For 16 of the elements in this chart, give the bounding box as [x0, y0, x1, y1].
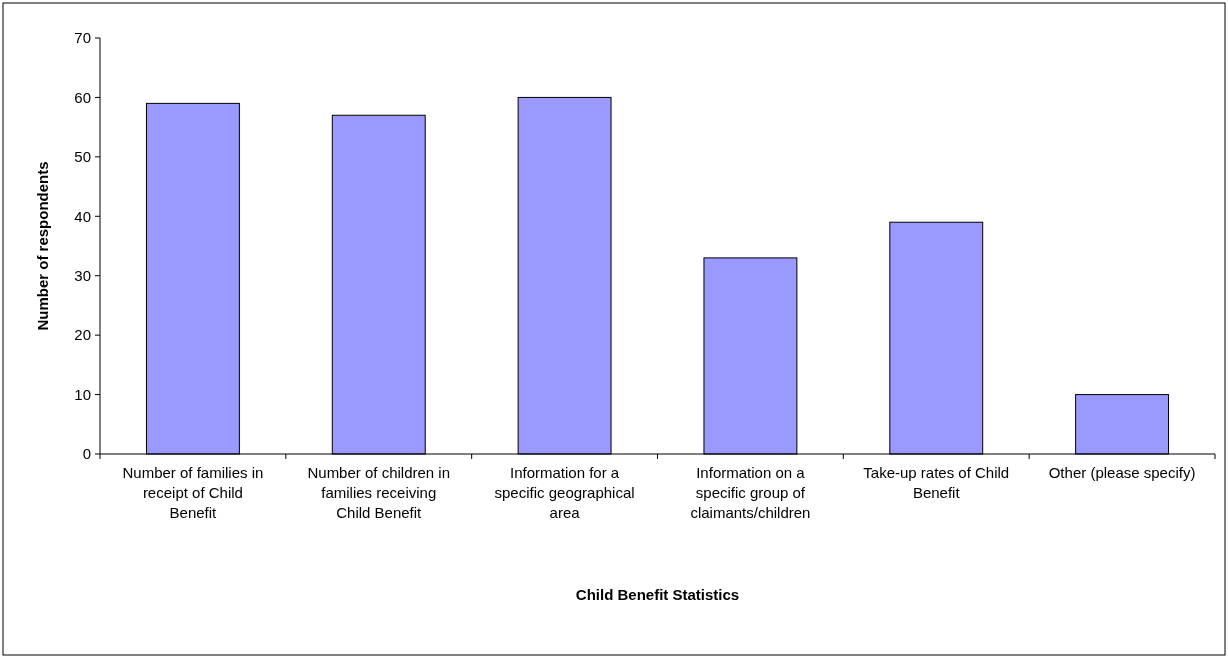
- y-tick-label: 60: [74, 88, 91, 106]
- y-tick-label: 40: [74, 207, 91, 225]
- y-tick-label: 70: [74, 29, 91, 47]
- y-tick-label: 10: [74, 385, 91, 403]
- x-tick-label: Number of families in receipt of Child Benefit: [122, 464, 264, 521]
- y-tick-label: 20: [74, 326, 91, 344]
- x-axis-title: Child Benefit Statistics: [575, 586, 740, 603]
- y-tick-label: 30: [74, 266, 91, 284]
- x-tick-label: Number of children in families receiving Child Benefit: [307, 464, 451, 521]
- y-tick-label: 0: [82, 445, 91, 463]
- x-tick-label: Information on a specific group of claimants/children: [690, 464, 811, 521]
- y-axis-title: Number of respondents: [34, 161, 51, 331]
- x-tick-label: Take-up rates of Child Benefit: [863, 464, 1010, 501]
- x-tick-label: Information for a specific geographical area: [494, 464, 635, 521]
- y-tick-label: 50: [74, 148, 91, 166]
- x-tick-label: Other (please specify): [1048, 464, 1196, 481]
